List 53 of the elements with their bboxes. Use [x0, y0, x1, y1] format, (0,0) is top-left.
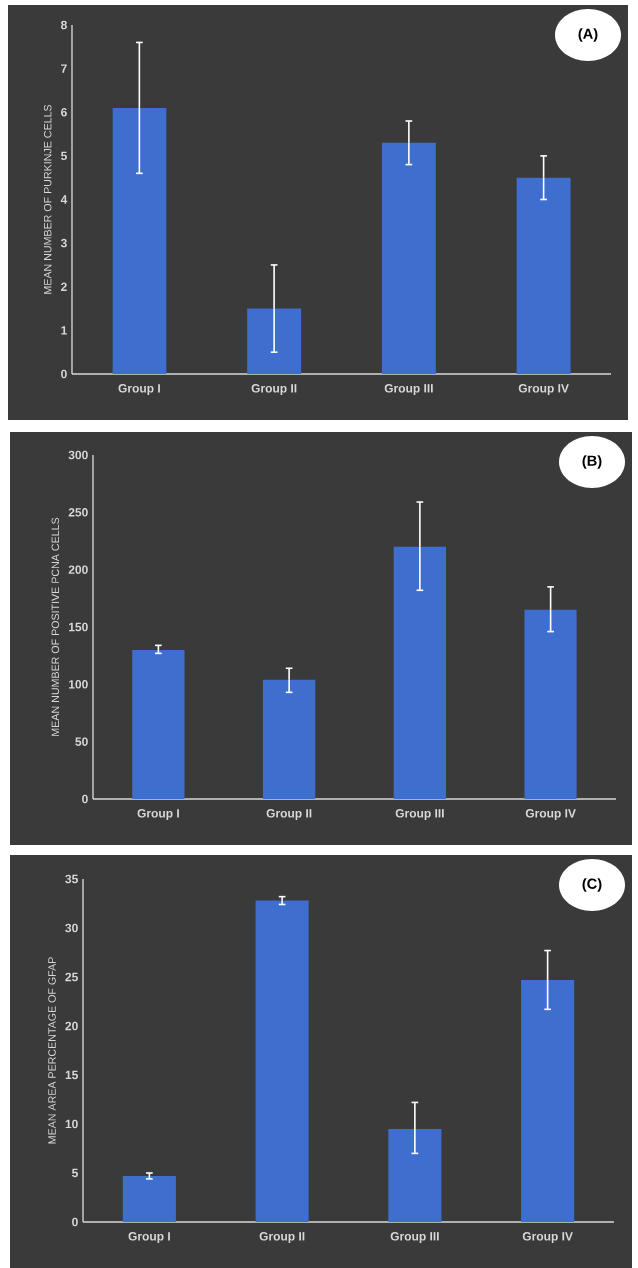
- x-tick-label: Group IV: [522, 1232, 573, 1243]
- x-tick-label: Group III: [395, 809, 444, 820]
- bar: [393, 546, 447, 799]
- y-tick-label: 100: [69, 680, 88, 689]
- y-tick-label: 3: [60, 238, 67, 248]
- x-tick-label: Group I: [137, 809, 179, 820]
- y-tick-label: 15: [65, 1070, 78, 1080]
- x-tick-label: Group I: [128, 1232, 170, 1243]
- bar: [524, 609, 577, 799]
- y-tick-label: 4: [60, 195, 68, 204]
- x-tick-label: Group IV: [525, 809, 576, 820]
- y-tick-label: 0: [82, 794, 88, 804]
- x-tick-label: Group IV: [518, 384, 569, 395]
- x-tick-label: Group III: [384, 384, 433, 395]
- bar: [521, 979, 575, 1222]
- bar: [112, 107, 167, 374]
- y-axis-title: MEAN NUMBER OF POSITIVE PCNA CELLS: [51, 517, 60, 736]
- y-tick-label: 300: [68, 450, 88, 460]
- y-tick-label: 6: [61, 108, 67, 117]
- x-tick-label: Group I: [118, 384, 160, 395]
- y-tick-label: 2: [61, 282, 67, 291]
- y-tick-label: 8: [60, 20, 67, 30]
- y-tick-label: 30: [65, 923, 78, 933]
- y-tick-label: 250: [68, 508, 88, 517]
- chart-title: (A): [578, 28, 598, 42]
- x-tick-label: Group II: [266, 809, 312, 820]
- y-tick-label: 10: [65, 1119, 78, 1129]
- y-axis-title: MEAN NUMBER OF PURKINJE CELLS: [43, 104, 52, 294]
- y-tick-label: 50: [75, 737, 88, 746]
- x-tick-label: Group II: [251, 384, 297, 395]
- x-tick-label: Group II: [259, 1232, 305, 1243]
- x-tick-label: Group III: [390, 1232, 439, 1243]
- bar: [381, 142, 436, 374]
- bar: [388, 1128, 442, 1222]
- y-tick-label: 5: [60, 151, 67, 161]
- y-tick-label: 0: [61, 369, 67, 379]
- y-tick-label: 5: [71, 1168, 78, 1178]
- y-tick-label: 35: [65, 874, 78, 884]
- y-tick-label: 20: [65, 1021, 78, 1031]
- y-tick-label: 1: [61, 326, 67, 335]
- y-tick-label: 7: [61, 64, 67, 73]
- y-tick-label: 200: [68, 565, 88, 574]
- bar: [516, 177, 571, 374]
- bar: [122, 1175, 176, 1222]
- bar: [255, 900, 309, 1222]
- y-tick-label: 25: [65, 972, 78, 982]
- chart-title: (B): [582, 455, 602, 469]
- bar: [132, 649, 185, 799]
- chart-title: (C): [582, 878, 602, 892]
- y-axis-title: MEAN AREA PERCENTAGE OF GFAP: [48, 957, 56, 1144]
- bar: [262, 679, 316, 799]
- y-tick-label: 0: [72, 1217, 78, 1227]
- y-tick-label: 150: [69, 622, 88, 632]
